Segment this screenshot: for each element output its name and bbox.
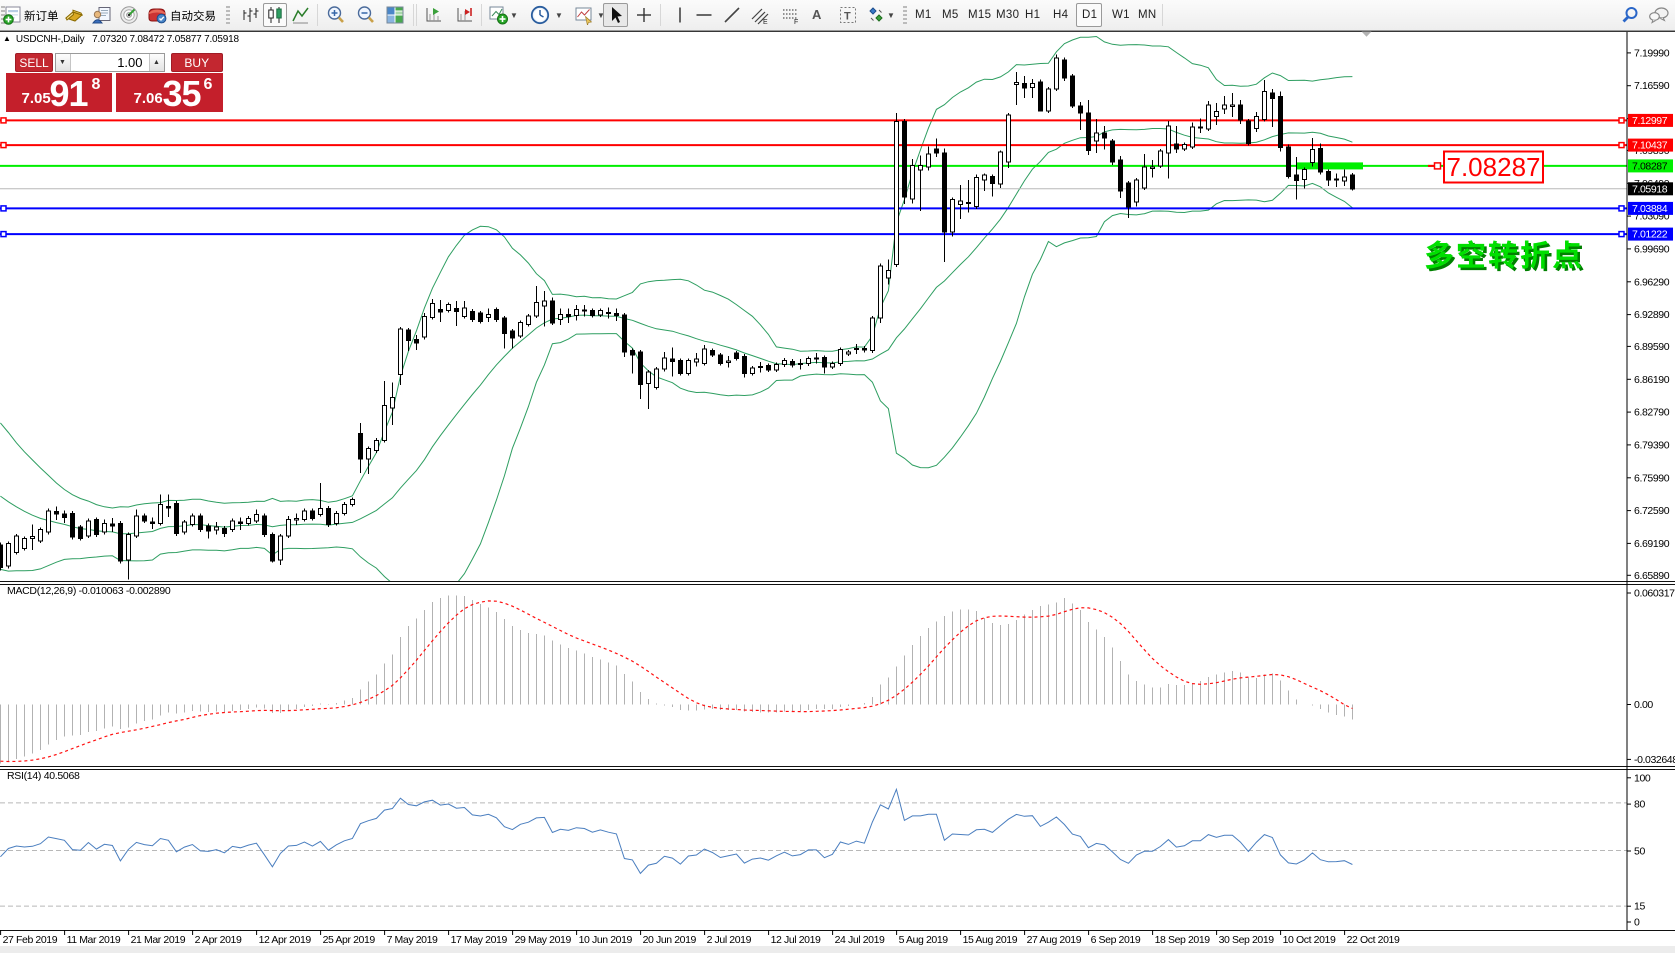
svg-text:22 Oct 2019: 22 Oct 2019	[1347, 934, 1400, 946]
svg-text:15 Aug 2019: 15 Aug 2019	[963, 934, 1018, 946]
svg-text:RSI(14) 40.5068: RSI(14) 40.5068	[7, 770, 80, 782]
svg-text:10 Oct 2019: 10 Oct 2019	[1283, 934, 1336, 946]
svg-text:30 Sep 2019: 30 Sep 2019	[1219, 934, 1275, 946]
svg-text:6.96290: 6.96290	[1634, 276, 1670, 288]
svg-text:F: F	[794, 19, 798, 25]
svg-text:6.79390: 6.79390	[1634, 439, 1670, 451]
svg-text:6.92890: 6.92890	[1634, 309, 1670, 321]
svg-text:E: E	[763, 19, 768, 25]
svg-text:7.03884: 7.03884	[1632, 203, 1668, 215]
svg-text:7.01222: 7.01222	[1632, 229, 1668, 241]
svg-text:80: 80	[1634, 799, 1645, 811]
svg-text:17 May 2019: 17 May 2019	[451, 934, 508, 946]
svg-text:100: 100	[1634, 772, 1651, 784]
svg-text:7.08287: 7.08287	[1447, 152, 1541, 182]
svg-text:6.82790: 6.82790	[1634, 407, 1670, 419]
svg-text:50: 50	[1634, 846, 1645, 858]
svg-text:29 May 2019: 29 May 2019	[515, 934, 572, 946]
svg-text:7.19990: 7.19990	[1634, 47, 1670, 59]
svg-text:7.12997: 7.12997	[1632, 115, 1668, 127]
svg-text:0.00: 0.00	[1634, 699, 1653, 711]
svg-text:6.65890: 6.65890	[1634, 570, 1670, 582]
svg-text:7.10437: 7.10437	[1632, 140, 1668, 152]
svg-text:25 Apr 2019: 25 Apr 2019	[323, 934, 376, 946]
svg-text:12 Apr 2019: 12 Apr 2019	[259, 934, 312, 946]
svg-text:6.72590: 6.72590	[1634, 505, 1670, 517]
svg-text:6.86190: 6.86190	[1634, 374, 1670, 386]
svg-text:12 Jul 2019: 12 Jul 2019	[771, 934, 821, 946]
svg-text:0: 0	[1634, 917, 1640, 929]
svg-text:5 Aug 2019: 5 Aug 2019	[899, 934, 949, 946]
svg-text:24 Jul 2019: 24 Jul 2019	[835, 934, 885, 946]
svg-text:18 Sep 2019: 18 Sep 2019	[1155, 934, 1211, 946]
svg-text:2 Jul 2019: 2 Jul 2019	[707, 934, 752, 946]
svg-text:7.08287: 7.08287	[1632, 160, 1668, 172]
svg-text:6.89590: 6.89590	[1634, 341, 1670, 353]
svg-text:7 May 2019: 7 May 2019	[387, 934, 438, 946]
svg-text:27 Aug 2019: 27 Aug 2019	[1027, 934, 1082, 946]
svg-text:15: 15	[1634, 901, 1645, 913]
svg-text:2 Apr 2019: 2 Apr 2019	[195, 934, 242, 946]
svg-text:11 Mar 2019: 11 Mar 2019	[67, 934, 121, 946]
svg-text:20 Jun 2019: 20 Jun 2019	[643, 934, 697, 946]
svg-text:6.99690: 6.99690	[1634, 243, 1670, 255]
svg-text:-0.032648: -0.032648	[1634, 754, 1675, 766]
svg-text:T: T	[844, 11, 851, 23]
svg-text:7.05918: 7.05918	[1632, 183, 1668, 195]
svg-text:6.75990: 6.75990	[1634, 472, 1670, 484]
svg-text:0.060317: 0.060317	[1634, 588, 1675, 600]
svg-text:MACD(12,26,9) -0.010063 -0.002: MACD(12,26,9) -0.010063 -0.002890	[7, 585, 171, 597]
svg-text:7.16590: 7.16590	[1634, 80, 1670, 92]
svg-text:10 Jun 2019: 10 Jun 2019	[579, 934, 633, 946]
svg-text:6.69190: 6.69190	[1634, 538, 1670, 550]
svg-text:27 Feb 2019: 27 Feb 2019	[3, 934, 58, 946]
svg-text:21 Mar 2019: 21 Mar 2019	[131, 934, 186, 946]
svg-text:6 Sep 2019: 6 Sep 2019	[1091, 934, 1141, 946]
